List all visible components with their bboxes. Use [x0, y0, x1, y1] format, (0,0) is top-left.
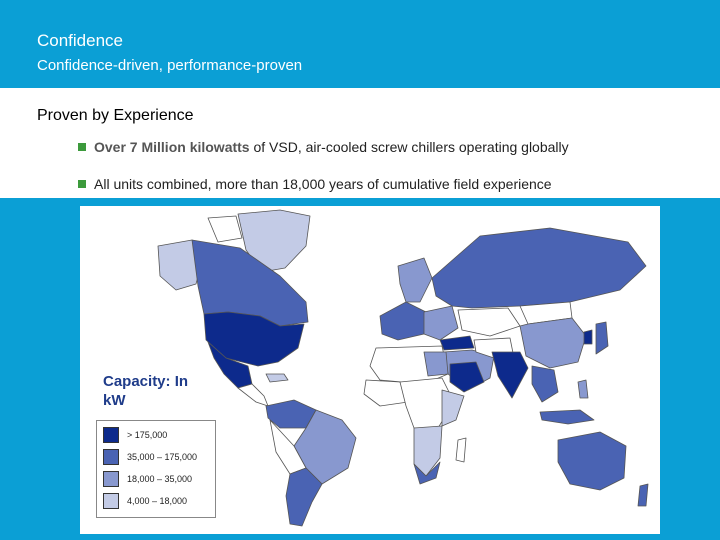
- region-saudi-arabia: [449, 361, 485, 393]
- legend-label: > 175,000: [127, 430, 168, 440]
- region-madagascar: [455, 437, 467, 463]
- legend-label: 4,000 – 18,000: [127, 496, 188, 506]
- region-western-europe: [379, 301, 427, 341]
- bullet-bold-text: Over 7 Million kilowatts: [94, 139, 250, 155]
- region-new-zealand: [637, 483, 649, 507]
- region-egypt: [423, 351, 449, 377]
- region-caribbean: [265, 373, 289, 383]
- region-east-africa: [441, 389, 465, 427]
- legend-swatch: [103, 427, 119, 443]
- bullet-item: All units combined, more than 18,000 yea…: [78, 175, 552, 193]
- region-china: [519, 317, 587, 369]
- bullet-text: All units combined, more than 18,000 yea…: [94, 176, 552, 192]
- slide-title: Confidence: [37, 31, 124, 50]
- bullet-square-icon: [78, 143, 86, 151]
- region-scandinavia: [397, 257, 433, 303]
- region-arctic-islands: [207, 215, 243, 243]
- slide-subtitle: Confidence-driven, performance-proven: [37, 57, 303, 74]
- legend-swatch: [103, 493, 119, 509]
- legend-label: 18,000 – 35,000: [127, 474, 193, 484]
- bullet-item: Over 7 Million kilowatts of VSD, air-coo…: [78, 138, 569, 156]
- region-southeast-asia: [531, 365, 559, 403]
- legend-item: > 175,000: [103, 427, 213, 445]
- region-australia: [557, 431, 627, 491]
- region-philippines: [577, 379, 589, 399]
- region-japan: [595, 321, 609, 355]
- map-legend: > 175,000 35,000 – 175,000 18,000 – 35,0…: [96, 420, 216, 518]
- section-heading: Proven by Experience: [37, 107, 194, 124]
- legend-label: 35,000 – 175,000: [127, 452, 198, 462]
- legend-swatch: [103, 471, 119, 487]
- region-kazakhstan: [457, 307, 521, 337]
- region-russia: [431, 227, 647, 309]
- world-map: [157, 209, 649, 527]
- region-eastern-europe: [423, 305, 459, 341]
- bullet-square-icon: [78, 180, 86, 188]
- region-south-africa: [413, 461, 441, 485]
- legend-item: 4,000 – 18,000: [103, 493, 213, 511]
- legend-title: Capacity: In kW: [103, 373, 189, 409]
- region-indonesia: [539, 409, 595, 425]
- region-argentina: [285, 467, 323, 527]
- region-central-america: [237, 383, 269, 407]
- bullet-text: of VSD, air-cooled screw chillers operat…: [249, 139, 569, 155]
- region-turkey: [439, 335, 475, 351]
- legend-item: 18,000 – 35,000: [103, 471, 213, 489]
- legend-item: 35,000 – 175,000: [103, 449, 213, 467]
- region-korea: [583, 329, 593, 345]
- region-west-africa: [363, 379, 409, 407]
- legend-swatch: [103, 449, 119, 465]
- region-india: [491, 351, 529, 399]
- slide-header: Confidence Confidence-driven, performanc…: [0, 0, 720, 88]
- world-map-panel: Capacity: In kW > 175,000 35,000 – 175,0…: [80, 206, 660, 534]
- region-southern-africa: [413, 425, 443, 477]
